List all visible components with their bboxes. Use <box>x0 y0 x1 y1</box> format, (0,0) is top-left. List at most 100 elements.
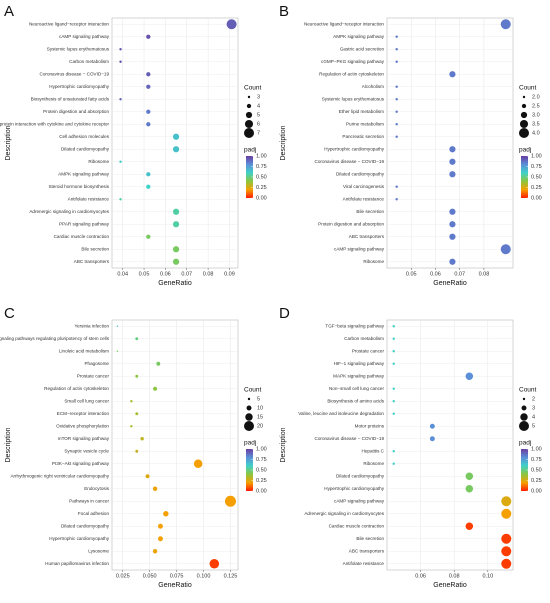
legend-dot <box>521 103 527 109</box>
y-tick-label: Viral protein interaction with cytokine … <box>0 121 109 126</box>
y-tick-label: Adrenergic signaling in cardiomyocytes <box>29 209 109 214</box>
dot <box>130 425 133 428</box>
legend-label: 0.75 <box>531 457 542 463</box>
dot <box>395 35 398 38</box>
dot <box>449 258 456 265</box>
y-tick-label: TGF−beta signaling pathway <box>325 323 384 328</box>
legend-label: 5 <box>257 112 260 118</box>
dot <box>146 122 151 127</box>
dot <box>172 258 180 265</box>
y-tick-label: Hypertrophic cardiomyopathy <box>324 146 384 151</box>
dot <box>119 98 122 101</box>
legend-label: 10 <box>257 405 263 411</box>
y-axis-title: Description <box>5 427 12 462</box>
dot <box>395 60 398 63</box>
dot <box>395 135 398 138</box>
colorbar <box>246 449 253 491</box>
y-tick-label: Bile secretion <box>356 209 384 214</box>
dot <box>392 350 395 353</box>
legend-label: 0.50 <box>531 174 542 180</box>
legend-title: Count <box>519 387 537 394</box>
y-tick-label: Motor proteins <box>355 423 385 428</box>
y-tick-label: Regulation of actin cytoskeleton <box>44 386 109 391</box>
dot <box>449 171 456 178</box>
x-tick-label: 0.05 <box>406 271 417 277</box>
dot <box>395 198 398 201</box>
legend-label: 1.00 <box>531 153 542 159</box>
x-axis-title: GeneRatio <box>433 280 467 287</box>
legend-label: 2.5 <box>532 103 540 109</box>
y-tick-label: Signaling pathways regulating pluripoten… <box>0 336 110 341</box>
y-tick-label: Coronavirus disease − COVID−19 <box>315 436 385 441</box>
legend-label: 0.00 <box>531 488 542 494</box>
y-tick-label: Ether lipid metabolism <box>339 109 384 114</box>
legend-dot <box>245 413 253 421</box>
legend-label: 6 <box>257 121 260 127</box>
dot <box>392 450 395 453</box>
dot <box>392 387 395 390</box>
legend-dot <box>521 405 527 411</box>
dot <box>146 84 151 89</box>
y-tick-label: Hypertrophic cardiomyopathy <box>324 486 384 491</box>
y-tick-label: Antifolate resistance <box>68 196 110 201</box>
x-tick-label: 0.08 <box>449 573 460 579</box>
dot <box>119 198 122 201</box>
legend-label: 4.0 <box>532 130 540 136</box>
legend-title: Count <box>244 85 262 92</box>
dot <box>146 72 151 77</box>
dot <box>152 549 158 554</box>
y-tick-label: Alcoholism <box>362 84 384 89</box>
legend-dot <box>244 128 254 138</box>
dot <box>116 350 119 352</box>
y-tick-label: Protein digestion and absorption <box>43 109 109 114</box>
legend-dot <box>522 95 526 99</box>
dot <box>501 508 512 519</box>
x-tick-label: 0.07 <box>181 271 192 277</box>
y-tick-label: Valine, leucine and isoleucine degradati… <box>298 411 384 416</box>
y-tick-label: Neuroactive ligand−receptor interaction <box>304 21 384 26</box>
y-tick-label: Ribosome <box>363 259 384 264</box>
y-tick-label: Ribosome <box>88 159 109 164</box>
y-tick-label: PPAR signaling pathway <box>59 221 110 226</box>
y-tick-label: HIF−1 signaling pathway <box>334 361 385 366</box>
y-tick-label: Prostate cancer <box>77 373 110 378</box>
y-tick-label: Non−small cell lung cancer <box>329 386 384 391</box>
dot <box>465 372 474 380</box>
legend-title: padj <box>519 440 531 447</box>
dot <box>157 523 163 529</box>
plot-area <box>111 319 239 571</box>
y-tick-label: Yersinia infection <box>74 323 109 328</box>
dot <box>392 337 395 340</box>
colorbar <box>521 449 528 491</box>
y-tick-label: AMPK signaling pathway <box>333 34 385 39</box>
legend-label: 0.25 <box>531 478 542 484</box>
dot <box>172 221 180 228</box>
legend-label: 4 <box>532 414 535 420</box>
legend-label: 0.50 <box>531 467 542 473</box>
legend-dot <box>247 95 251 99</box>
legend-label: 1.00 <box>256 446 267 452</box>
y-tick-label: Dilated cardiomyopathy <box>61 146 110 151</box>
y-axis-title: Description <box>280 125 287 160</box>
dot <box>156 361 161 366</box>
x-tick-label: 0.08 <box>479 271 490 277</box>
y-tick-label: Cardiac muscle contraction <box>54 234 110 239</box>
legend-dot <box>519 421 529 431</box>
dot <box>135 374 139 378</box>
dot <box>140 437 144 441</box>
y-tick-label: Cardiac muscle contraction <box>329 523 385 528</box>
y-tick-label: Antifolate resistance <box>343 561 385 566</box>
y-tick-label: cAMP signaling pathway <box>334 246 385 251</box>
y-tick-label: PI3K−Akt signaling pathway <box>52 461 110 466</box>
legend-label: 0.50 <box>256 174 267 180</box>
dot <box>395 185 398 188</box>
legend-label: 7 <box>257 130 260 136</box>
y-tick-label: Dilated cardiomyopathy <box>61 523 110 528</box>
plot-area <box>111 17 239 269</box>
dot <box>449 146 456 153</box>
y-tick-label: ABC transporters <box>349 548 385 553</box>
y-tick-label: Systemic lupus erythematosus <box>47 46 110 51</box>
legend-dot <box>520 111 528 119</box>
y-tick-label: Purine metabolism <box>346 121 384 126</box>
